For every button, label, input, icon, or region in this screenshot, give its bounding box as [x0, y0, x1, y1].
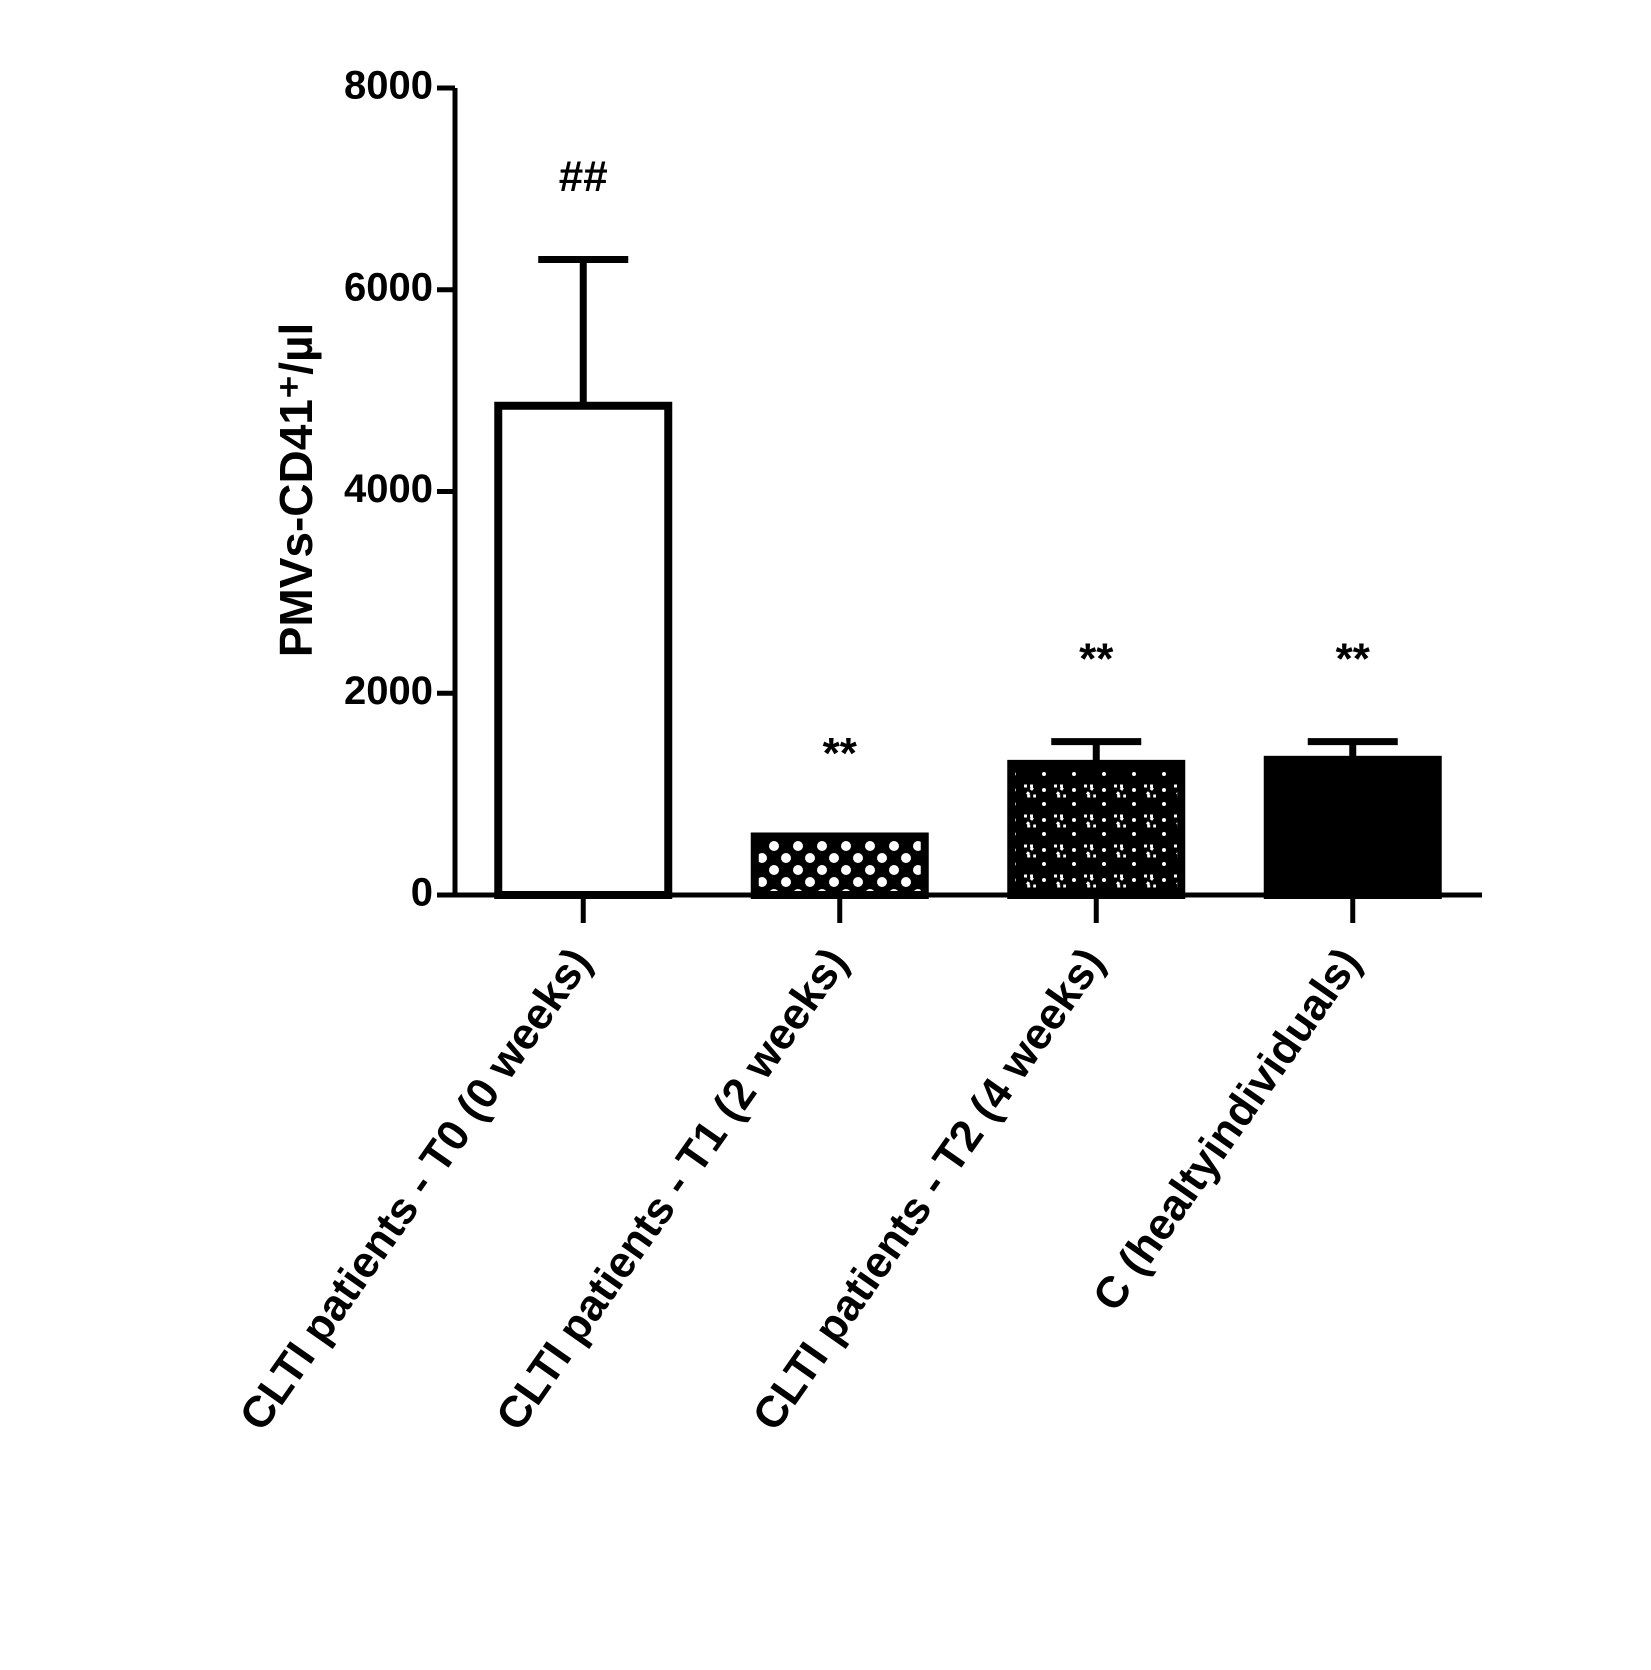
annotation: ** [1079, 634, 1114, 683]
y-tick-label: 2000 [344, 669, 433, 713]
bar [1007, 759, 1186, 899]
x-tick-label: C (healtyindividuals) [1084, 939, 1371, 1320]
bar [1263, 755, 1442, 900]
y-tick-label: 4000 [344, 467, 433, 511]
y-tick-label: 6000 [344, 265, 433, 309]
annotation: ** [823, 729, 858, 778]
annotation: ** [1336, 634, 1371, 683]
y-axis-label: PMVs-CD41⁺/µl [270, 323, 322, 658]
y-tick-label: 0 [411, 871, 433, 915]
bar [750, 832, 929, 899]
y-tick-label: 8000 [344, 64, 433, 108]
bar [494, 401, 673, 899]
annotation: ## [559, 152, 608, 201]
